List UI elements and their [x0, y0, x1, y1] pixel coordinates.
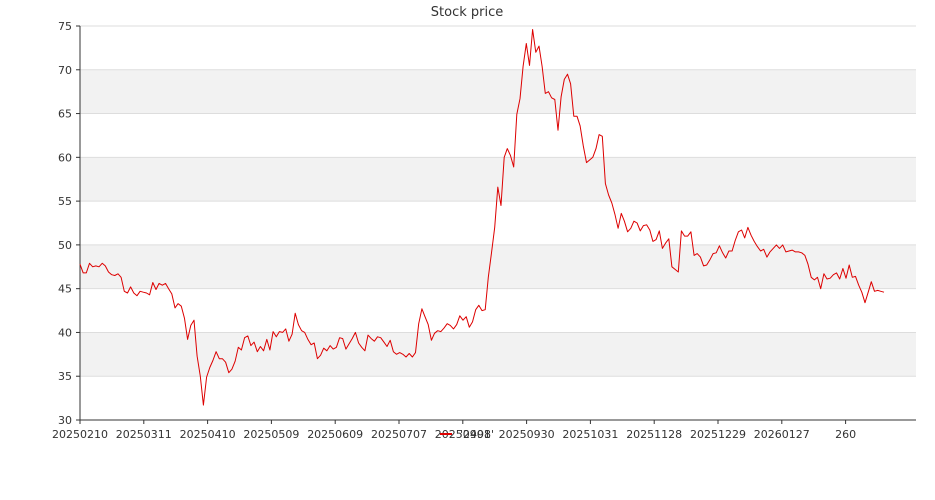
- x-tick-label: 20250930: [499, 428, 555, 441]
- x-tick-label: 20260127: [754, 428, 810, 441]
- x-tick-label: 20250901: [435, 428, 491, 441]
- legend-label: '2498': [460, 428, 494, 441]
- x-tick-label: 20250707: [371, 428, 427, 441]
- y-tick-label: 35: [58, 370, 72, 383]
- y-tick-label: 55: [58, 195, 72, 208]
- grid-bands: [80, 69, 916, 377]
- y-tick-label: 75: [58, 20, 72, 33]
- y-tick-label: 50: [58, 239, 72, 252]
- y-tick-label: 70: [58, 64, 72, 77]
- y-tick-label: 65: [58, 108, 72, 121]
- x-axis-ticks: 20250210 20250311 20250410 20250509 20250609…: [52, 420, 856, 441]
- chart-title: Stock price: [431, 5, 503, 20]
- y-tick-label: 30: [58, 414, 72, 427]
- x-tick-label: 20250410: [180, 428, 236, 441]
- series-layer: [79, 29, 885, 406]
- y-tick-label: 45: [58, 283, 72, 296]
- x-tick-label: 20251128: [626, 428, 682, 441]
- grid-band: [80, 244, 916, 289]
- x-tick-label: 20250210: [52, 428, 108, 441]
- legend: '2498': [440, 428, 494, 441]
- grid-band: [80, 332, 916, 377]
- x-tick-label: 20250509: [243, 428, 299, 441]
- x-tick-label: 20251031: [562, 428, 618, 441]
- y-axis-ticks: 30 35 40 45 50 55 60 65 70 75: [58, 20, 80, 427]
- x-tick-label: 20251229: [690, 428, 746, 441]
- series-line: [79, 29, 885, 406]
- horizontal-gridlines: [80, 25, 916, 377]
- x-tick-label: 20250609: [307, 428, 363, 441]
- x-tick-label: 260: [835, 428, 856, 441]
- grid-band: [80, 69, 916, 114]
- x-tick-label: 20250311: [116, 428, 172, 441]
- grid-band: [80, 157, 916, 202]
- y-tick-label: 40: [58, 326, 72, 339]
- y-tick-label: 60: [58, 151, 72, 164]
